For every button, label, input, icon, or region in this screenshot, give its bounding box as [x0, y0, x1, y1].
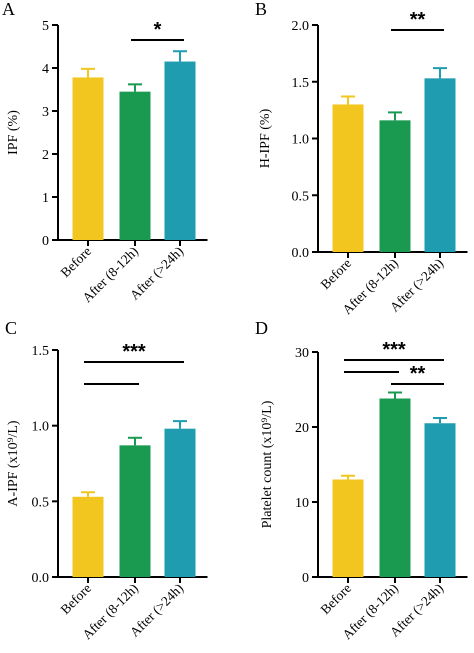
significance-label: *** — [382, 339, 406, 361]
x-category-label: Before — [318, 581, 355, 618]
y-tick-label: 1.5 — [32, 344, 50, 359]
y-tick-label: 0.0 — [32, 571, 50, 586]
y-tick-label: 5 — [42, 19, 49, 34]
y-tick-label: 0.5 — [292, 189, 310, 204]
panel-letter: B — [255, 0, 267, 19]
bar — [379, 398, 411, 577]
significance-label: * — [154, 19, 162, 41]
bar — [119, 445, 151, 577]
x-category-label: Before — [58, 244, 95, 281]
y-tick-label: 3 — [42, 105, 49, 120]
panel-letter: C — [5, 318, 17, 338]
y-tick-label: 0.5 — [32, 495, 50, 510]
bar — [72, 77, 104, 241]
x-category-label: Before — [318, 256, 355, 293]
bar — [379, 120, 411, 252]
significance-label: ** — [410, 9, 426, 31]
y-tick-label: 10 — [295, 496, 309, 511]
y-tick-label: 2.0 — [292, 19, 310, 34]
bar — [424, 78, 456, 252]
bar — [424, 423, 456, 577]
y-tick-label: 4 — [42, 62, 49, 77]
bar — [164, 428, 196, 577]
y-tick-label: 2 — [42, 148, 49, 163]
bar — [119, 91, 151, 241]
bar — [72, 496, 104, 577]
y-tick-label: 0 — [42, 234, 49, 249]
y-axis-title: A-IPF (x10⁹/L) — [6, 420, 21, 506]
significance-label: *** — [122, 341, 146, 363]
y-tick-label: 0 — [302, 571, 309, 586]
y-axis-title: IPF (%) — [6, 110, 21, 155]
panel-letter: A — [2, 0, 15, 19]
bar — [164, 61, 196, 240]
x-category-label: Before — [58, 581, 95, 618]
y-axis-title: Platelet count (x10⁹/L) — [260, 400, 275, 528]
y-tick-label: 1.0 — [292, 133, 310, 148]
y-tick-label: 20 — [295, 421, 309, 436]
y-tick-label: 0.0 — [292, 246, 310, 261]
y-tick-label: 1 — [42, 191, 49, 206]
bar — [332, 479, 364, 577]
bar — [332, 104, 364, 252]
panel-letter: D — [255, 318, 268, 338]
y-tick-label: 30 — [295, 346, 309, 361]
y-tick-label: 1.0 — [32, 420, 50, 435]
y-axis-title: H-IPF (%) — [258, 108, 273, 168]
y-tick-label: 1.5 — [292, 76, 310, 91]
significance-label: ** — [410, 363, 426, 385]
